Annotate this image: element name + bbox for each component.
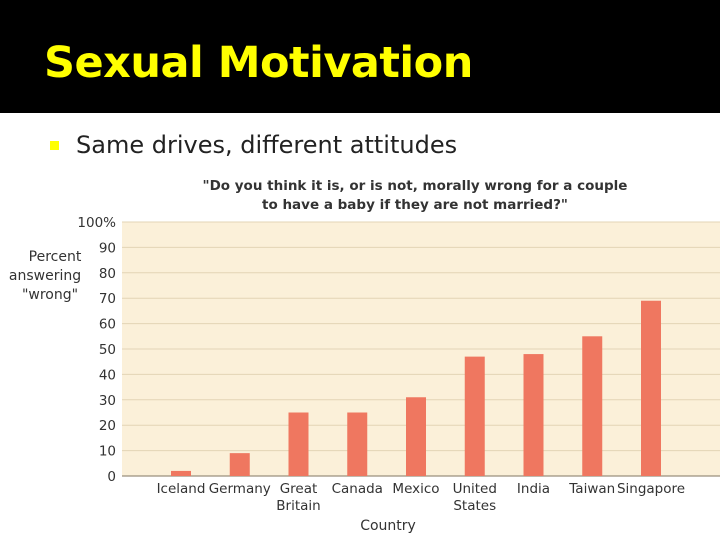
title-bar [0,0,720,113]
x-tick-label: Britain [276,498,320,514]
bar [641,300,661,476]
y-tick-label: 50 [99,342,116,358]
x-tick-label: Singapore [617,481,685,497]
x-tick-label: States [453,498,496,514]
bar [347,412,368,476]
bar [229,453,250,476]
bar [406,397,426,476]
bar [582,336,603,476]
y-tick-label: 0 [107,469,116,485]
bar [464,356,485,476]
y-tick-label: 10 [99,444,116,460]
x-tick-label: Germany [209,481,271,497]
x-tick-label: Mexico [392,481,439,497]
slide-title: Sexual Motivation [44,38,473,88]
bar [288,412,309,476]
y-axis-ticks: 0 10 20 30 40 50 60 70 80 90 100% [77,215,116,485]
y-tick-label: 100% [77,215,116,231]
y-tick-label: 20 [99,418,116,434]
bullet-marker [50,141,59,150]
bullet-text: Same drives, different attitudes [76,131,458,159]
x-tick-label: Canada [332,481,383,497]
y-tick-label: 30 [99,393,116,409]
y-tick-label: 90 [99,240,116,256]
y-axis-label-line-3: "wrong" [22,287,78,303]
bar-chart: "Do you think it is, or is not, morally … [9,178,720,534]
y-axis-label-line-2: answering [9,268,81,284]
y-tick-label: 70 [99,291,116,307]
x-tick-label: Great [280,481,318,497]
y-tick-label: 80 [99,266,116,282]
x-axis-label: Country [360,518,416,534]
y-tick-label: 40 [99,367,116,383]
x-tick-label: Taiwan [568,481,615,497]
chart-title-line-1: "Do you think it is, or is not, morally … [203,178,628,194]
chart-title-line-2: to have a baby if they are not married?" [262,197,568,213]
y-axis-label-line-1: Percent [29,249,82,265]
bar [523,354,544,476]
grid-lines [122,221,720,477]
x-tick-label: United [453,481,497,497]
bars [171,300,661,476]
bar [171,470,191,476]
x-tick-label: Iceland [157,481,206,497]
y-tick-label: 60 [99,317,116,333]
x-tick-label: India [517,481,550,497]
